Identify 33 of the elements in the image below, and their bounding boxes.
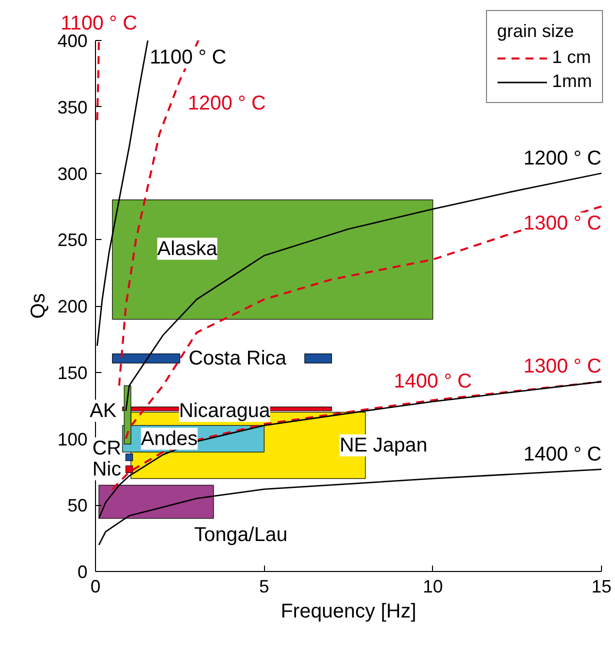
annotation: 1400 ° C	[523, 443, 602, 466]
annotation: 1200 ° C	[523, 147, 602, 170]
series-label: Andes	[140, 428, 198, 450]
x-tick-label: 5	[259, 576, 270, 596]
annotation: 1100 ° C	[150, 46, 226, 68]
y-tick-label: 350	[57, 97, 88, 118]
y-tick-label: 250	[57, 230, 88, 250]
y-tick-label: 50	[67, 496, 88, 516]
annotation: 1100 ° C	[60, 12, 138, 34]
annotation: 1300 ° C	[523, 356, 602, 378]
legend-title: grain size	[497, 21, 576, 42]
annotation: 1300 ° C	[523, 212, 602, 234]
y-axis-title: Qs	[27, 293, 50, 319]
x-axis-title: Frequency [Hz]	[280, 600, 416, 622]
series-label: Alaska	[157, 238, 218, 260]
series-label: AK	[90, 400, 118, 422]
y-tick-label: 300	[57, 164, 88, 184]
series-label: Tonga/Lau	[194, 524, 288, 546]
y-tick-label: 150	[57, 362, 88, 383]
x-tick-label: 15	[591, 576, 612, 596]
y-tick-label: 100	[57, 429, 88, 450]
y-tick-label: 200	[57, 296, 88, 316]
y-tick-label: 0	[77, 562, 88, 582]
series-label: CR	[92, 437, 122, 460]
x-tick-label: 0	[90, 576, 101, 596]
annotation: 1200 ° C	[188, 92, 266, 114]
x-tick-label: 10	[422, 576, 443, 596]
series-label: Costa Rica	[188, 347, 288, 370]
series-label: NE Japan	[340, 434, 428, 456]
annotation: 1400 ° C	[394, 370, 472, 392]
legend-label: 1mm	[552, 71, 592, 92]
series-label: Nic	[92, 458, 122, 480]
legend-label: 1 cm	[552, 47, 592, 68]
